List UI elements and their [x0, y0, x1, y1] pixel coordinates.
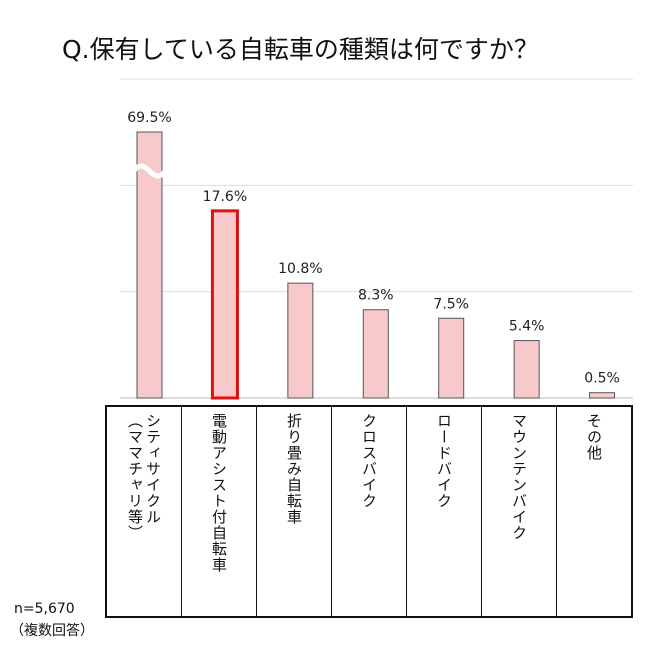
category-label: 電動アシスト付自転車 — [210, 413, 228, 573]
category-cell: マウンテンバイク — [482, 407, 557, 616]
data-label: 10.8% — [278, 261, 322, 277]
sample-size: n=5,670 — [14, 601, 75, 617]
data-label: 17.6% — [203, 189, 247, 205]
axis-break-mark — [131, 163, 168, 179]
category-label: ロードバイク — [435, 413, 453, 509]
data-label: 8.3% — [358, 288, 394, 304]
category-label: 折り畳み自転車 — [285, 413, 303, 525]
category-cell: 電動アシスト付自転車 — [182, 407, 257, 616]
category-label: クロスバイク — [360, 413, 378, 509]
category-table: シティサイクル （ママチャリ等） 電動アシスト付自転車 折り畳み自転車 クロスバイク ロ… — [105, 405, 633, 618]
data-label: 69.5% — [127, 110, 171, 126]
data-label: 0.5% — [584, 371, 620, 387]
category-cell: シティサイクル （ママチャリ等） — [107, 407, 182, 616]
bar — [589, 392, 616, 399]
category-cell: ロードバイク — [407, 407, 482, 616]
category-cell: 折り畳み自転車 — [257, 407, 332, 616]
chart-title: Q.保有している自転車の種類は何ですか？ — [62, 35, 539, 64]
bar — [513, 340, 540, 399]
category-label: その他 — [585, 413, 603, 461]
bar — [362, 309, 389, 399]
data-label: 5.4% — [509, 319, 545, 335]
bar — [210, 209, 239, 400]
multiple-answer-note: （複数回答） — [10, 623, 94, 639]
bar — [287, 282, 314, 399]
category-label: シティサイクル （ママチャリ等） — [126, 413, 162, 541]
bar — [438, 317, 465, 399]
data-label: 7.5% — [433, 296, 469, 312]
category-cell: その他 — [557, 407, 631, 616]
category-cell: クロスバイク — [332, 407, 407, 616]
category-label: マウンテンバイク — [510, 413, 528, 541]
